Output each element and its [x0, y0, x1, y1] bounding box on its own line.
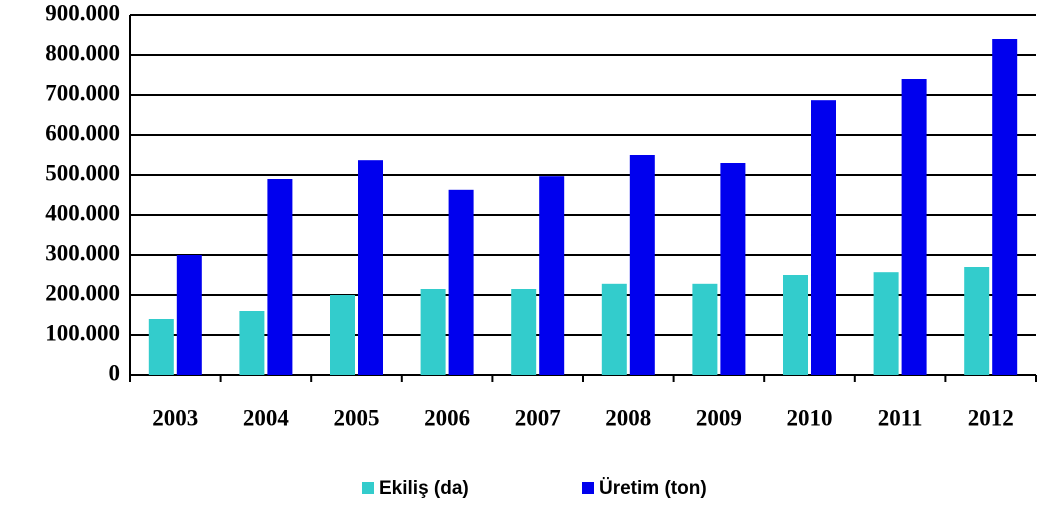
x-tick-label: 2008	[605, 405, 651, 430]
bar	[720, 163, 746, 375]
bar	[239, 311, 265, 375]
bar	[692, 283, 718, 375]
bar	[783, 275, 808, 375]
bar	[358, 160, 383, 375]
bar	[992, 39, 1018, 375]
x-tick-label: 2006	[424, 405, 470, 430]
x-tick-label: 2003	[152, 405, 198, 430]
y-tick-label: 700.000	[45, 80, 120, 105]
y-tick-label: 300.000	[45, 240, 120, 265]
bar	[448, 189, 474, 375]
bar	[511, 289, 537, 375]
y-tick-label: 200.000	[45, 280, 120, 305]
bar	[148, 319, 174, 375]
x-tick-label: 2007	[515, 405, 561, 430]
legend-swatch	[582, 482, 594, 494]
x-tick-label: 2009	[696, 405, 742, 430]
y-tick-label: 500.000	[45, 160, 120, 185]
bar	[964, 267, 990, 375]
x-tick-label: 2010	[787, 405, 833, 430]
bar	[267, 179, 293, 375]
y-tick-label: 400.000	[45, 200, 120, 225]
y-tick-label: 900.000	[45, 0, 120, 25]
bar	[629, 155, 655, 375]
bar	[811, 100, 836, 375]
bar	[901, 79, 927, 375]
y-tick-label: 0	[109, 360, 121, 385]
legend-swatch	[362, 482, 374, 494]
bar	[873, 272, 899, 375]
bar	[420, 289, 446, 375]
bar	[539, 176, 565, 375]
y-tick-label: 100.000	[45, 320, 120, 345]
y-tick-label: 600.000	[45, 120, 120, 145]
bar	[330, 295, 355, 375]
legend-label: Üretim (ton)	[599, 478, 707, 499]
x-tick-label: 2011	[878, 405, 923, 430]
y-tick-label: 800.000	[45, 40, 120, 65]
bar	[176, 255, 202, 375]
x-tick-label: 2012	[968, 405, 1014, 430]
x-tick-label: 2004	[243, 405, 290, 430]
x-tick-label: 2005	[334, 405, 380, 430]
bar	[601, 283, 627, 375]
legend-label: Ekiliş (da)	[379, 478, 469, 499]
